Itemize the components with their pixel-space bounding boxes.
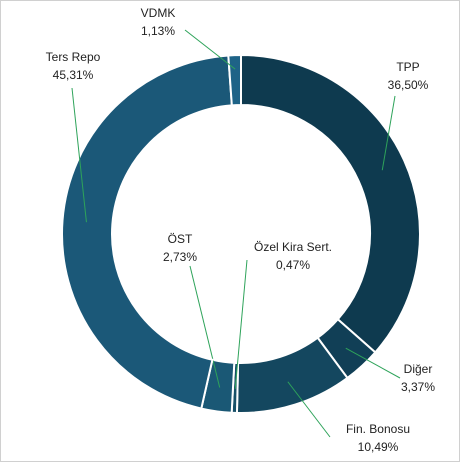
slice-label: ÖST bbox=[168, 232, 193, 246]
leader-line bbox=[189, 265, 221, 388]
donut-segment bbox=[240, 53, 421, 354]
slice-value: 2,73% bbox=[163, 250, 197, 264]
donut-segment bbox=[227, 53, 242, 107]
slice-value: 0,47% bbox=[276, 258, 310, 272]
slice-label: Özel Kira Sert. bbox=[254, 240, 332, 254]
slice-label: Ters Repo bbox=[46, 50, 101, 64]
leader-line bbox=[345, 347, 401, 379]
slice-value: 45,31% bbox=[53, 68, 94, 82]
slice-label: Fin. Bonosu bbox=[346, 422, 410, 436]
slice-label: TPP bbox=[396, 60, 419, 74]
leader-line bbox=[234, 259, 248, 389]
leader-line bbox=[287, 381, 331, 438]
slice-label: Diğer bbox=[404, 362, 433, 376]
leader-line bbox=[381, 95, 396, 171]
leader-line bbox=[71, 87, 87, 223]
leader-line bbox=[184, 29, 236, 70]
slice-label: VDMK bbox=[141, 6, 176, 20]
slice-value: 10,49% bbox=[358, 440, 399, 454]
donut-segment bbox=[61, 54, 233, 410]
slice-value: 36,50% bbox=[388, 78, 429, 92]
slice-value: 1,13% bbox=[141, 24, 175, 38]
slice-value: 3,37% bbox=[401, 380, 435, 394]
